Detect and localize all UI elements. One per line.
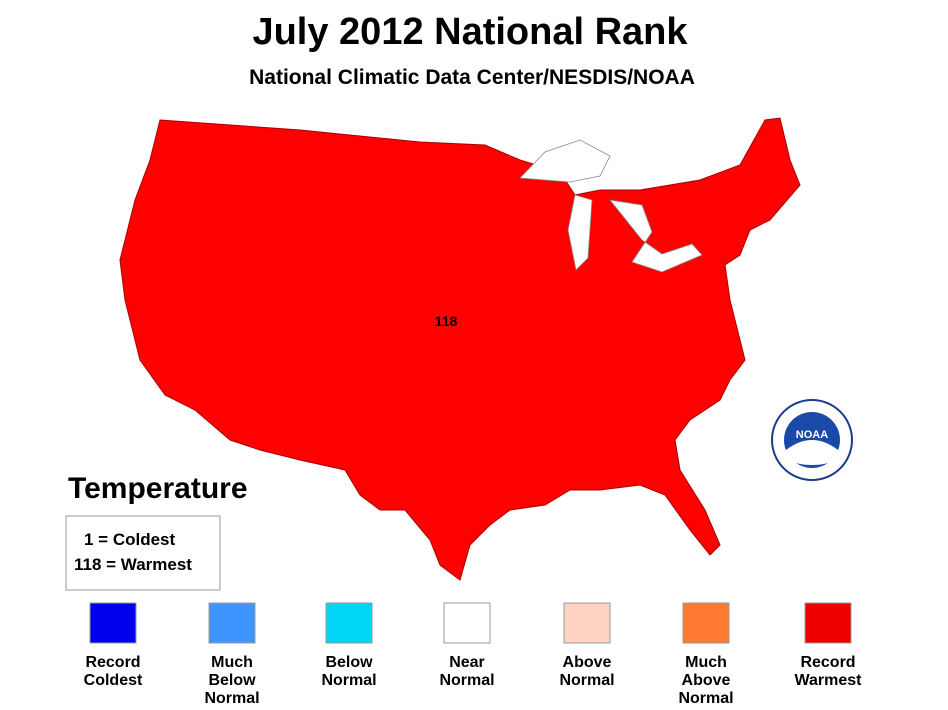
legend-swatch: [563, 602, 611, 644]
legend-label: Much: [211, 654, 253, 671]
legend-swatch: [804, 602, 852, 644]
rank-label: 118: [435, 313, 458, 329]
legend-label: Below: [208, 672, 256, 689]
legend-swatch: [682, 602, 730, 644]
legend-label: Above: [563, 654, 612, 671]
us-map: [119, 117, 801, 581]
legend-label: Warmest: [795, 672, 863, 689]
key-line: 1 = Coldest: [84, 530, 176, 549]
legend-swatch: [89, 602, 137, 644]
legend: RecordColdestMuchBelowNormalBelowNormalN…: [84, 602, 863, 707]
key-line: 118 = Warmest: [74, 555, 192, 574]
key-title: Temperature: [68, 472, 248, 505]
legend-swatch: [325, 602, 373, 644]
legend-label: Normal: [678, 690, 733, 707]
key-box: [65, 515, 221, 591]
great-lakes: [519, 139, 703, 273]
legend-label: Below: [325, 654, 373, 671]
legend-label: Record: [800, 654, 855, 671]
subtitle: National Climatic Data Center/NESDIS/NOA…: [249, 66, 695, 89]
title: July 2012 National Rank: [252, 11, 688, 53]
legend-label: Coldest: [84, 672, 143, 689]
legend-swatch: [208, 602, 256, 644]
legend-label: Much: [685, 654, 727, 671]
legend-label: Normal: [321, 672, 376, 689]
legend-swatch: [443, 602, 491, 644]
legend-label: Near: [449, 654, 485, 671]
legend-label: Normal: [439, 672, 494, 689]
legend-label: Record: [85, 654, 140, 671]
logo-text: NOAA: [796, 429, 828, 441]
noaa-logo: NOAA: [771, 399, 853, 481]
legend-label: Normal: [204, 690, 259, 707]
legend-label: Above: [682, 672, 731, 689]
legend-label: Normal: [559, 672, 614, 689]
